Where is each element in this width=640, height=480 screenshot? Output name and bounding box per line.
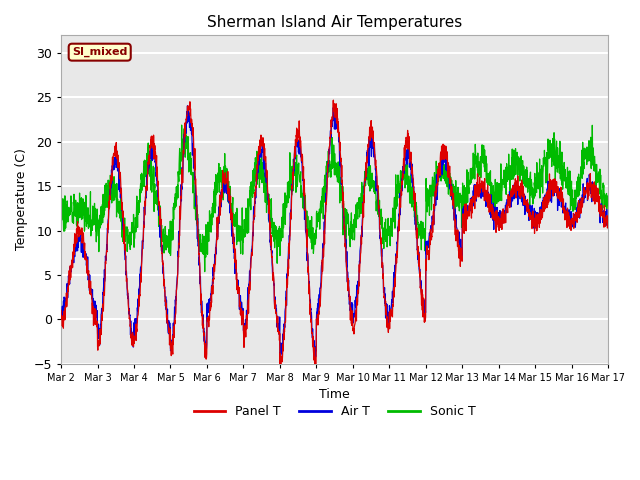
Sonic T bbox=[211, 206, 218, 212]
Sonic T bbox=[572, 193, 579, 199]
Panel T bbox=[556, 194, 564, 200]
Air T bbox=[572, 224, 579, 230]
Sonic T bbox=[604, 202, 612, 208]
Sonic T bbox=[201, 269, 209, 275]
Line: Sonic T: Sonic T bbox=[61, 125, 608, 272]
Air T bbox=[210, 264, 218, 270]
Panel T bbox=[330, 97, 337, 103]
Panel T bbox=[494, 216, 502, 222]
X-axis label: Time: Time bbox=[319, 388, 350, 401]
Sonic T bbox=[556, 153, 564, 158]
Line: Air T: Air T bbox=[61, 106, 608, 358]
Panel T bbox=[351, 322, 358, 328]
Air T bbox=[276, 355, 284, 360]
Sonic T bbox=[57, 214, 65, 220]
Air T bbox=[351, 311, 358, 317]
Legend: Panel T, Air T, Sonic T: Panel T, Air T, Sonic T bbox=[189, 400, 480, 423]
Sonic T bbox=[351, 233, 358, 239]
Panel T bbox=[210, 275, 218, 281]
Line: Panel T: Panel T bbox=[61, 100, 608, 369]
Air T bbox=[57, 310, 65, 316]
Panel T bbox=[604, 218, 612, 224]
Panel T bbox=[363, 162, 371, 168]
Air T bbox=[556, 190, 564, 196]
Title: Sherman Island Air Temperatures: Sherman Island Air Temperatures bbox=[207, 15, 462, 30]
Panel T bbox=[57, 308, 65, 313]
Panel T bbox=[572, 214, 579, 219]
Panel T bbox=[276, 366, 284, 372]
Air T bbox=[494, 214, 502, 220]
Y-axis label: Temperature (C): Temperature (C) bbox=[15, 149, 28, 251]
Air T bbox=[363, 170, 371, 176]
Sonic T bbox=[494, 190, 502, 196]
Sonic T bbox=[363, 168, 371, 174]
Air T bbox=[184, 103, 191, 108]
Sonic T bbox=[178, 122, 186, 128]
Text: SI_mixed: SI_mixed bbox=[72, 47, 127, 57]
Air T bbox=[604, 216, 612, 222]
